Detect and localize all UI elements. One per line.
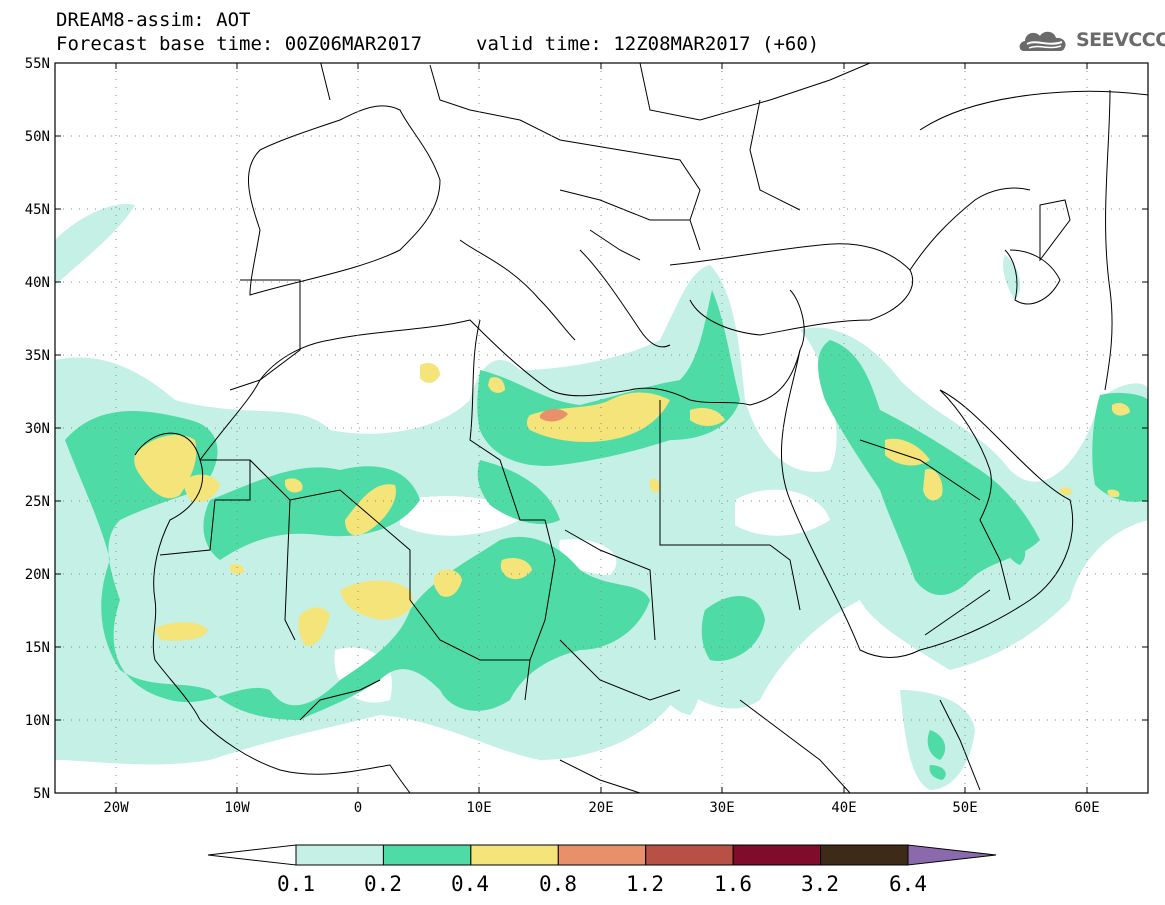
lat-label-55n: 55N [25,56,50,72]
colorbar: 0.1 0.2 0.4 0.8 1.2 1.6 3.2 6.4 [207,844,997,896]
colorbar-label-6-4: 6.4 [889,872,927,896]
colorbar-box-1 [382,844,472,866]
colorbar-right-arrow [907,844,997,866]
lat-label-5n: 5N [33,786,50,802]
lon-label-60e: 60E [1074,800,1099,816]
time-info: Forecast base time: 00Z06MAR2017 valid ti… [56,33,819,55]
colorbar-box-4 [645,844,734,866]
grid-lines [55,63,1148,793]
lat-label-10n: 10N [25,713,50,729]
cloud-icon [1019,31,1066,51]
map-title: DREAM8-assim: AOT [56,9,251,31]
lon-label-20e: 20E [588,800,613,816]
lon-label-30e: 30E [709,800,734,816]
valid-time: valid time: 12Z08MAR2017 (+60) [476,33,820,55]
lat-label-35n: 35N [25,348,50,364]
lon-label-10w: 10W [224,800,250,816]
coastlines [134,63,1148,793]
lat-label-40n: 40N [25,275,50,291]
lon-label-50e: 50E [952,800,977,816]
lon-label-0: 0 [354,800,362,816]
colorbar-label-0-2: 0.2 [364,872,402,896]
lat-label-50n: 50N [25,129,50,145]
colorbar-box-6 [820,844,909,866]
colorbar-label-0-8: 0.8 [539,872,577,896]
colorbar-box-3 [557,844,647,866]
seevccc-logo: SEEVCCC [1018,27,1165,55]
lat-label-45n: 45N [25,202,50,218]
colorbar-label-0-4: 0.4 [451,872,489,896]
lat-label-15n: 15N [25,640,50,656]
lat-label-30n: 30N [25,421,50,437]
colorbar-label-0-1: 0.1 [277,872,315,896]
lon-label-10e: 10E [466,800,491,816]
colorbar-box-5 [732,844,822,866]
lat-axis: 55N 50N 45N 40N 35N 30N 25N 20N 15N 10N … [25,56,1148,802]
colorbar-box-0 [295,844,384,866]
colorbar-label-3-2: 3.2 [801,872,839,896]
colorbar-label-1-2: 1.2 [626,872,664,896]
aot-level-high [134,363,1130,646]
aot-field [55,63,1148,793]
lon-label-40e: 40E [831,800,856,816]
lat-label-25n: 25N [25,494,50,510]
lon-label-20w: 20W [103,800,129,816]
colorbar-label-1-6: 1.6 [714,872,752,896]
base-time: Forecast base time: 00Z06MAR2017 [56,33,423,55]
lat-label-20n: 20N [25,567,50,583]
lon-axis: 20W 10W 0 10E 20E 30E 40E 50E 60E [103,63,1100,816]
aot-level-peak [540,408,568,422]
colorbar-box-2 [470,844,559,866]
colorbar-left-arrow [207,844,297,866]
logo-text: SEEVCCC [1076,29,1165,51]
